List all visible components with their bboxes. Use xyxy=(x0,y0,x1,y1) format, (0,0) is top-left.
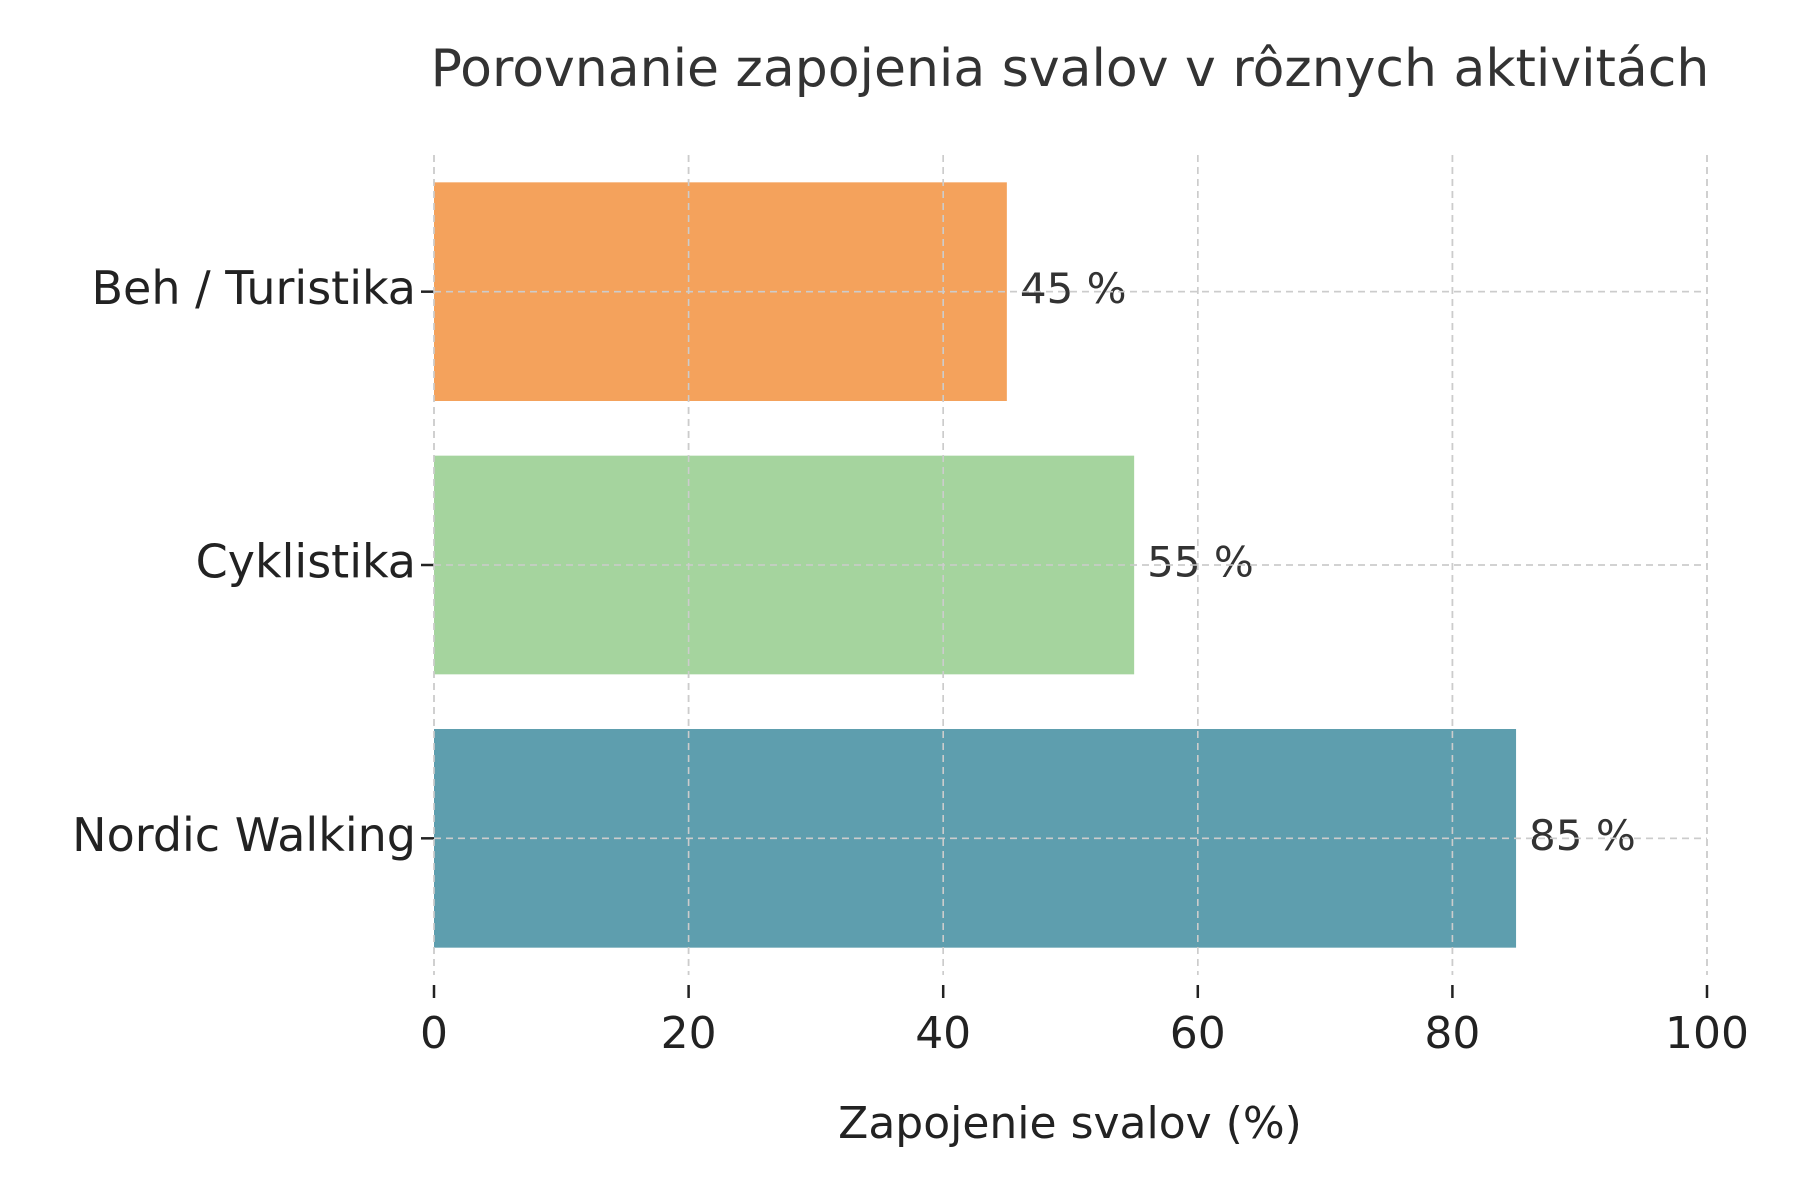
x-axis-label: Zapojenie svalov (%) xyxy=(838,1098,1302,1149)
value-label: 45 % xyxy=(1020,264,1127,313)
x-tick-label: 0 xyxy=(420,1008,448,1059)
bar xyxy=(434,182,1007,401)
value-label: 55 % xyxy=(1147,538,1254,587)
x-tick-label: 60 xyxy=(1170,1008,1226,1059)
x-tick-label: 40 xyxy=(915,1008,971,1059)
y-tick-label: Cyklistika xyxy=(196,535,416,589)
y-tick-label: Beh / Turistika xyxy=(91,261,416,315)
x-tick-label: 100 xyxy=(1665,1008,1749,1059)
x-tick-label: 20 xyxy=(661,1008,717,1059)
y-tick-label: Nordic Walking xyxy=(72,808,416,862)
chart-title: Porovnanie zapojenia svalov v rôznych ak… xyxy=(431,39,1710,99)
value-label: 85 % xyxy=(1529,811,1636,860)
x-tick-label: 80 xyxy=(1424,1008,1480,1059)
